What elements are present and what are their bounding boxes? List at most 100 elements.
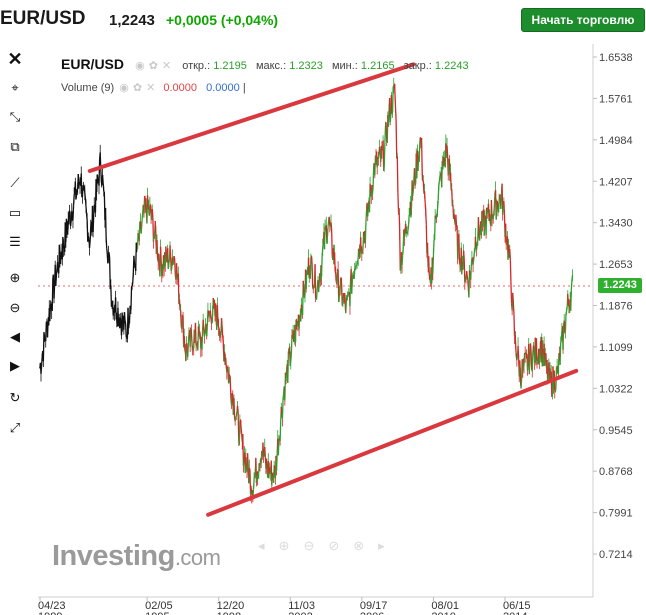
price-segment (113, 311, 116, 314)
cursor-bar-icon: | (242, 82, 246, 94)
price-segment (502, 202, 504, 215)
price-segment (206, 326, 208, 337)
price-segment (503, 201, 506, 214)
fibonacci-icon[interactable]: ☰ (9, 234, 21, 249)
price-segment (512, 302, 515, 314)
ohlc-legend: EUR/USD ◉ ✿ ✕ откр.: 1.2195 макс.: 1.2323 … (61, 56, 469, 72)
price-segment (105, 236, 108, 249)
investing-watermark: Investing.com (52, 540, 221, 573)
pan-left-icon[interactable]: ◂ (258, 538, 279, 553)
y-tick-label: 0.7991 (599, 508, 633, 520)
price-segment (275, 453, 278, 471)
line-tool-icon[interactable]: ⟋ (10, 175, 20, 190)
volume-eye-icon[interactable]: ◉ (119, 82, 129, 94)
volume-settings-icon[interactable]: ✿ (132, 82, 143, 94)
price-segment (509, 249, 512, 261)
price-segment (563, 320, 566, 334)
select-icon[interactable]: ⧉ (10, 139, 20, 154)
price-segment (481, 209, 484, 227)
price-segment (56, 262, 59, 273)
x-tick-year: 2002 (288, 611, 312, 615)
price-segment (564, 313, 567, 332)
scroll-left-icon[interactable]: ◀ (10, 329, 20, 344)
price-segment (383, 142, 386, 165)
volume-remove-icon[interactable]: ✕ (146, 82, 156, 94)
scroll-right-icon[interactable]: ▶ (10, 358, 20, 373)
crosshair-icon[interactable]: ⌖ (11, 80, 19, 95)
price-segment (316, 285, 319, 296)
price-segment (85, 206, 88, 214)
price-segment (435, 215, 438, 219)
zoom-fit-nav-icon[interactable]: ⊗ (353, 538, 379, 553)
price-segment (183, 336, 186, 350)
price-segment (367, 209, 369, 217)
x-tick-year: 1989 (38, 611, 62, 615)
y-tick-label: 1.3430 (599, 218, 633, 230)
instrument-symbol: EUR/USD (0, 8, 86, 29)
price-segment (60, 251, 63, 257)
price-segment (492, 213, 495, 219)
price-segment (330, 228, 333, 255)
start-trading-button[interactable]: Начать торговлю (521, 8, 645, 32)
cursor-icon[interactable]: ⤡ (9, 109, 21, 124)
price-segment (190, 330, 193, 343)
price-segment (311, 264, 314, 288)
remove-icon[interactable]: ✕ (161, 60, 172, 72)
price-segment (359, 237, 362, 252)
volume-value-1: 0.0000 (163, 82, 198, 94)
zoom-out-icon[interactable]: ⊖ (9, 300, 21, 315)
price-segment (130, 286, 133, 310)
price-segment (439, 174, 442, 177)
price-segment (180, 310, 182, 327)
price-segment (281, 397, 284, 419)
zoom-in-icon[interactable]: ⊕ (9, 270, 21, 285)
chart-nav-icons: ◂⊕⊖⊘⊗▸ (258, 538, 399, 554)
price-chart[interactable]: 1.6538 1.5761 1.4984 1.4207 1.3430 1.2653 1.18… (0, 40, 646, 615)
price-segment (127, 323, 130, 329)
upper-trendline (87, 62, 416, 173)
price-segment (80, 173, 83, 198)
price-segment (320, 255, 323, 277)
y-tick-label: 0.9545 (599, 425, 633, 437)
chart-header: EUR/USD 1,2243 +0,0005 (+0,04%) Начать т… (0, 0, 646, 40)
open-value: 1.2195 (213, 60, 247, 72)
price-segment (84, 192, 87, 199)
price-segment (493, 192, 496, 207)
price-segment (68, 210, 71, 213)
price-segment (264, 446, 266, 457)
price-segment (414, 183, 417, 186)
y-tick-label: 1.5761 (599, 93, 633, 105)
price-segment (378, 146, 381, 153)
eye-icon[interactable]: ◉ (135, 60, 145, 72)
price-segment (152, 234, 155, 242)
price-segment (436, 200, 439, 209)
close-icon[interactable]: ✕ (7, 49, 23, 69)
zoom-reset-nav-icon[interactable]: ⊘ (328, 538, 354, 553)
price-segment (73, 193, 76, 196)
lower-trendline (206, 368, 579, 517)
price-segment (468, 270, 471, 276)
zoom-out-nav-icon[interactable]: ⊖ (303, 538, 329, 553)
price-segment (333, 252, 336, 272)
price-segment (562, 324, 565, 350)
zoom-in-nav-icon[interactable]: ⊕ (278, 538, 304, 553)
rectangle-icon[interactable]: ▭ (8, 205, 22, 220)
price-segment (40, 366, 43, 374)
price-segment (218, 326, 220, 329)
price-segment (329, 224, 332, 227)
price-segment (421, 171, 424, 182)
price-segment (138, 221, 141, 242)
price-segment (71, 211, 74, 221)
price-segment (412, 190, 414, 196)
price-segment (425, 211, 427, 225)
settings-icon[interactable]: ✿ (148, 60, 158, 72)
price-segment (201, 329, 204, 350)
price-segment (371, 188, 374, 195)
price-segment (83, 185, 85, 188)
pan-right-icon[interactable]: ▸ (378, 538, 399, 553)
price-segment (403, 234, 406, 238)
price-segment (449, 172, 452, 191)
auto-scale-icon[interactable]: ⤢ (9, 420, 21, 435)
price-segment (330, 222, 333, 229)
reset-icon[interactable]: ↻ (9, 390, 21, 405)
